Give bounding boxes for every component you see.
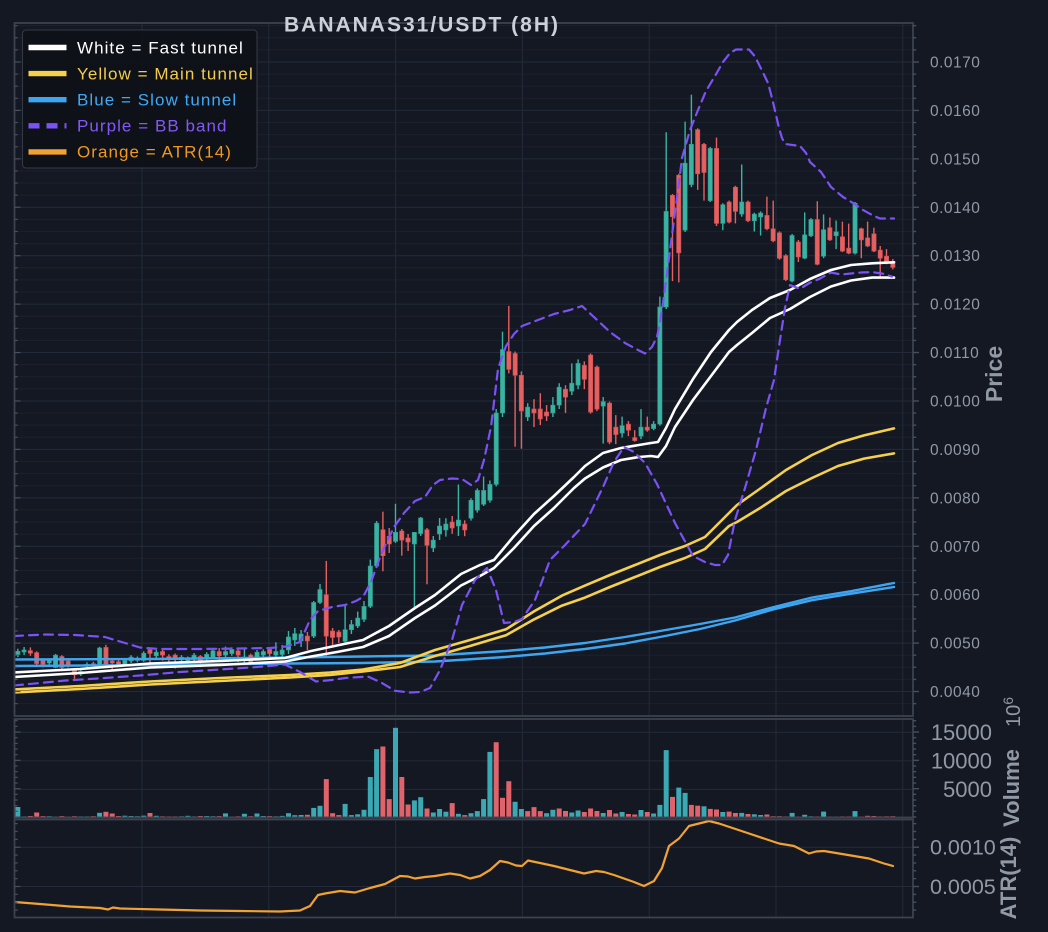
svg-text:10000: 10000 — [931, 748, 992, 773]
svg-text:0.0160: 0.0160 — [930, 103, 980, 120]
svg-text:0.0040: 0.0040 — [930, 684, 980, 701]
svg-text:0.0130: 0.0130 — [930, 248, 980, 265]
svg-text:BANANAS31/USDT (8H): BANANAS31/USDT (8H) — [284, 14, 560, 37]
svg-text:Blue = Slow tunnel: Blue = Slow tunnel — [77, 91, 237, 110]
svg-text:Purple = BB band: Purple = BB band — [77, 117, 228, 136]
svg-text:0.0060: 0.0060 — [930, 587, 980, 604]
svg-text:White = Fast tunnel: White = Fast tunnel — [77, 38, 244, 57]
svg-text:0.0140: 0.0140 — [930, 200, 980, 217]
svg-text:0.0170: 0.0170 — [930, 55, 980, 72]
svg-text:0.0100: 0.0100 — [930, 394, 980, 411]
svg-text:Volume: Volume — [999, 749, 1024, 827]
svg-text:Orange = ATR(14): Orange = ATR(14) — [77, 143, 232, 162]
svg-text:5000: 5000 — [943, 777, 992, 802]
svg-text:ATR(14): ATR(14) — [996, 837, 1021, 920]
svg-text:15000: 15000 — [931, 720, 992, 745]
svg-text:0.0120: 0.0120 — [930, 297, 980, 314]
svg-text:0.0005: 0.0005 — [930, 875, 996, 899]
svg-text:Price: Price — [981, 346, 1007, 402]
svg-text:0.0090: 0.0090 — [930, 442, 980, 459]
svg-text:0.0070: 0.0070 — [930, 539, 980, 556]
svg-text:0.0050: 0.0050 — [930, 636, 980, 653]
svg-text:0.0110: 0.0110 — [930, 345, 979, 362]
svg-text:0.0150: 0.0150 — [930, 151, 980, 168]
svg-text:Yellow = Main tunnel: Yellow = Main tunnel — [77, 64, 254, 83]
svg-text:0.0080: 0.0080 — [930, 490, 980, 507]
svg-text:0.0010: 0.0010 — [930, 836, 996, 860]
